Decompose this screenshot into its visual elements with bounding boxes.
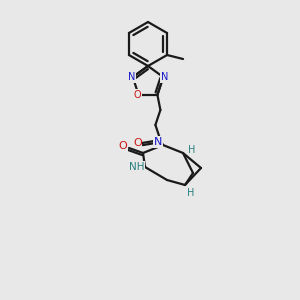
- Text: O: O: [134, 90, 141, 100]
- Text: H: H: [187, 188, 195, 198]
- Text: O: O: [133, 138, 142, 148]
- Text: NH: NH: [129, 162, 145, 172]
- Text: N: N: [128, 72, 136, 82]
- Text: N: N: [154, 137, 162, 147]
- Text: H: H: [188, 145, 196, 155]
- Text: O: O: [118, 141, 127, 151]
- Text: N: N: [160, 72, 168, 82]
